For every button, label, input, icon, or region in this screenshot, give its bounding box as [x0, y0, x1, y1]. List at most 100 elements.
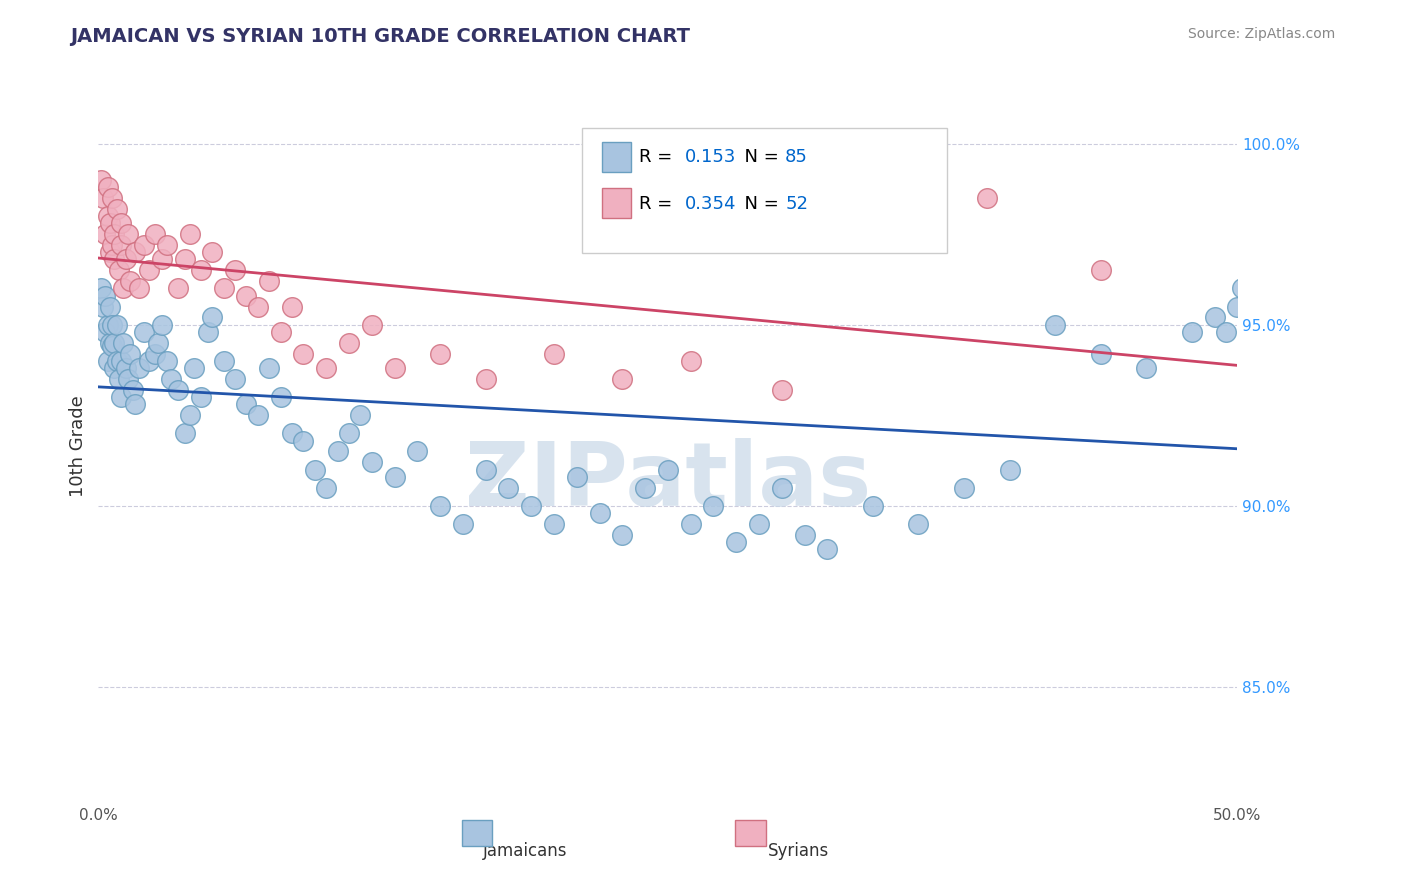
Point: [183, 361, 205, 376]
Point: [124, 397, 146, 411]
Text: R =: R =: [640, 194, 678, 213]
Point: [384, 470, 406, 484]
Point: [114, 252, 136, 267]
Point: [451, 516, 474, 531]
Point: [1181, 325, 1204, 339]
Text: N =: N =: [733, 148, 785, 167]
Point: [406, 444, 429, 458]
Point: [292, 346, 315, 360]
Point: [1043, 318, 1066, 332]
Point: [110, 390, 132, 404]
Point: [281, 426, 304, 441]
Point: [150, 252, 173, 267]
Point: [679, 354, 702, 368]
Point: [128, 361, 150, 376]
Point: [224, 263, 246, 277]
Point: [1090, 263, 1112, 277]
Point: [224, 372, 246, 386]
FancyBboxPatch shape: [582, 128, 946, 253]
Text: Jamaicans: Jamaicans: [484, 842, 568, 860]
Point: [1230, 281, 1253, 295]
Point: [212, 281, 235, 295]
Point: [246, 300, 269, 314]
Point: [679, 516, 702, 531]
Point: [91, 300, 114, 314]
Point: [474, 372, 496, 386]
Text: 0.153: 0.153: [685, 148, 737, 167]
Point: [138, 354, 160, 368]
Point: [145, 227, 167, 241]
Point: [520, 499, 543, 513]
Point: [360, 455, 382, 469]
Point: [174, 252, 197, 267]
Point: [634, 481, 657, 495]
Point: [156, 238, 179, 252]
Point: [281, 300, 304, 314]
Text: N =: N =: [733, 194, 785, 213]
Point: [953, 481, 976, 495]
Point: [156, 354, 179, 368]
Point: [702, 499, 724, 513]
Point: [103, 227, 125, 241]
Text: R =: R =: [640, 148, 678, 167]
Point: [657, 462, 679, 476]
Point: [105, 354, 128, 368]
FancyBboxPatch shape: [602, 142, 631, 172]
Point: [201, 245, 224, 260]
Point: [120, 274, 142, 288]
Point: [101, 238, 124, 252]
Point: [315, 481, 337, 495]
Point: [124, 245, 146, 260]
Point: [179, 227, 201, 241]
Point: [246, 408, 269, 422]
Point: [174, 426, 197, 441]
Point: [1204, 310, 1226, 325]
FancyBboxPatch shape: [602, 188, 631, 219]
Point: [96, 209, 118, 223]
FancyBboxPatch shape: [735, 820, 766, 847]
Point: [770, 383, 793, 397]
Point: [98, 335, 121, 350]
Point: [337, 426, 360, 441]
Point: [429, 346, 451, 360]
Point: [167, 281, 190, 295]
Text: 0.354: 0.354: [685, 194, 737, 213]
Point: [105, 202, 128, 216]
Point: [748, 516, 770, 531]
Text: Source: ZipAtlas.com: Source: ZipAtlas.com: [1188, 27, 1336, 41]
Point: [179, 408, 201, 422]
Point: [793, 527, 815, 541]
Point: [167, 383, 190, 397]
Point: [474, 462, 496, 476]
Point: [304, 462, 326, 476]
Point: [96, 354, 118, 368]
Point: [103, 361, 125, 376]
Point: [91, 191, 114, 205]
Point: [110, 216, 132, 230]
Point: [145, 346, 167, 360]
Text: ZIPatlas: ZIPatlas: [465, 438, 870, 525]
Text: JAMAICAN VS SYRIAN 10TH GRADE CORRELATION CHART: JAMAICAN VS SYRIAN 10TH GRADE CORRELATIO…: [70, 27, 690, 45]
Point: [349, 408, 371, 422]
Point: [1090, 346, 1112, 360]
Point: [1135, 361, 1157, 376]
Point: [94, 325, 117, 339]
Point: [212, 354, 235, 368]
Point: [292, 434, 315, 448]
Point: [105, 318, 128, 332]
Point: [612, 372, 634, 386]
Point: [998, 462, 1021, 476]
Text: 52: 52: [785, 194, 808, 213]
Point: [429, 499, 451, 513]
Point: [862, 216, 884, 230]
Point: [565, 470, 588, 484]
Y-axis label: 10th Grade: 10th Grade: [69, 395, 87, 497]
Point: [1226, 300, 1249, 314]
Point: [146, 335, 169, 350]
Point: [360, 318, 382, 332]
Point: [110, 238, 132, 252]
Point: [117, 227, 139, 241]
Point: [543, 346, 565, 360]
Point: [132, 325, 155, 339]
Point: [197, 325, 219, 339]
